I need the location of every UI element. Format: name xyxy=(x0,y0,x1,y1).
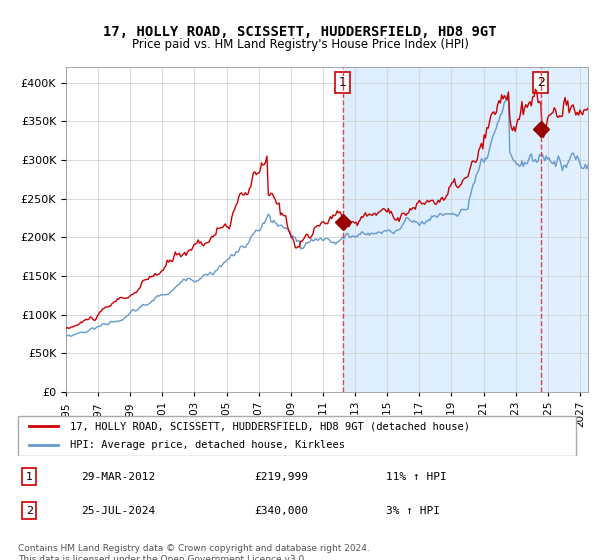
Text: £340,000: £340,000 xyxy=(254,506,308,516)
Text: Contains HM Land Registry data © Crown copyright and database right 2024.
This d: Contains HM Land Registry data © Crown c… xyxy=(18,544,370,560)
Bar xyxy=(343,67,541,392)
Text: £219,999: £219,999 xyxy=(254,472,308,482)
Text: 11% ↑ HPI: 11% ↑ HPI xyxy=(386,472,447,482)
Text: 17, HOLLY ROAD, SCISSETT, HUDDERSFIELD, HD8 9GT: 17, HOLLY ROAD, SCISSETT, HUDDERSFIELD, … xyxy=(103,25,497,39)
Text: 25-JUL-2024: 25-JUL-2024 xyxy=(81,506,155,516)
Text: Price paid vs. HM Land Registry's House Price Index (HPI): Price paid vs. HM Land Registry's House … xyxy=(131,38,469,51)
Text: 2: 2 xyxy=(537,76,545,89)
Text: HPI: Average price, detached house, Kirklees: HPI: Average price, detached house, Kirk… xyxy=(70,440,344,450)
Text: 29-MAR-2012: 29-MAR-2012 xyxy=(81,472,155,482)
FancyBboxPatch shape xyxy=(18,416,577,456)
Bar xyxy=(541,67,588,392)
Text: 3% ↑ HPI: 3% ↑ HPI xyxy=(386,506,440,516)
Text: 1: 1 xyxy=(339,76,347,89)
Text: 2: 2 xyxy=(26,506,33,516)
Text: 1: 1 xyxy=(26,472,33,482)
Bar xyxy=(541,67,588,392)
Text: 17, HOLLY ROAD, SCISSETT, HUDDERSFIELD, HD8 9GT (detached house): 17, HOLLY ROAD, SCISSETT, HUDDERSFIELD, … xyxy=(70,421,470,431)
